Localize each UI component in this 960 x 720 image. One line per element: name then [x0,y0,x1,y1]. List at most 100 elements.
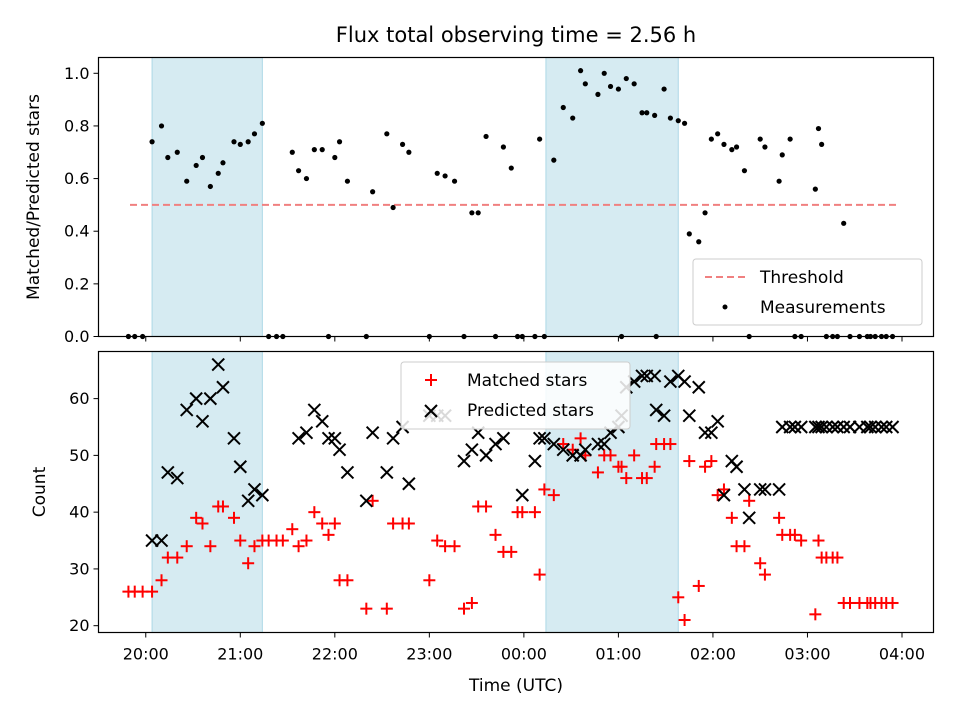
measurement-point [251,131,258,137]
measurement-point [762,144,768,150]
measurement-point [289,149,295,155]
predicted-point [315,414,329,429]
measurements-legend-label: Measurements [760,298,886,318]
predicted-point [825,420,840,434]
matched-point [620,472,633,485]
measurement-point [158,123,165,129]
measurement-point [384,131,390,137]
measurement-point [715,131,721,137]
measurement-point [623,75,629,82]
predicted-legend-swatch [424,404,438,418]
matched-point [316,517,329,530]
measurement-point [779,152,785,158]
matched-point [328,517,341,530]
matched-point [640,472,653,485]
measurement-point [370,189,376,195]
matched-point [360,602,373,615]
x-tick-label: 03:00 [784,645,830,664]
measurement-point [319,147,325,153]
matched-point [615,460,628,473]
measurements-legend-swatch [722,304,728,310]
matched-point [574,432,587,445]
matched-point [743,494,756,507]
matched-point [648,460,661,473]
matched-point [738,540,751,553]
matched-point [672,591,685,604]
predicted-point [794,420,808,434]
measurement-point [537,136,543,142]
measurement-point [508,165,514,171]
measurement-point [607,83,614,90]
measurement-point [149,139,155,145]
x-tick-label: 23:00 [406,645,452,664]
predicted-point [597,437,611,451]
measurement-point [733,144,740,150]
matched-point [788,528,801,541]
predicted-point [698,425,712,440]
measurement-point [231,139,237,145]
matched-point [286,523,299,536]
x-axis-label: Time (UTC) [468,676,563,696]
y-tick-label: 0.6 [64,169,89,188]
predicted-point [758,482,772,497]
x-tick-label: 20:00 [123,645,169,664]
matched-point [591,466,604,479]
matched-point [664,438,677,451]
predicted-point [742,511,756,525]
matched-point [754,557,767,570]
matched-point [227,511,240,524]
matched-point [557,438,570,451]
predicted-point [402,477,416,491]
measurement-point [639,110,645,116]
measurement-point [174,149,180,155]
measurement-point [708,136,714,142]
measurement-point [702,210,708,216]
matched-point [831,551,844,564]
measurement-point [207,183,213,190]
measurement-point [215,170,221,176]
measurement-point [332,154,338,161]
matched-point [155,574,168,587]
matched-point [678,614,691,627]
y-tick-label: 40 [69,503,89,522]
predicted-point [299,425,314,440]
predicted-point [677,374,692,389]
predicted-point [753,482,767,497]
predicted-point [479,448,493,463]
x-tick-label: 21:00 [217,645,263,664]
matched-point [248,540,261,553]
predicted-point [321,431,336,446]
predicted-point [359,494,374,508]
measurement-point [661,86,667,92]
matched-point [480,500,493,513]
matched-point [795,534,808,547]
measurement-point [442,173,448,179]
matched-point [725,511,738,524]
predicted-point [365,425,380,440]
measurement-point [729,147,735,153]
predicted-point [836,420,851,434]
predicted-point [515,488,530,502]
predicted-point [874,420,889,434]
x-tick-label: 00:00 [501,645,547,664]
matched-point [628,449,641,462]
predicted-point [657,408,671,423]
shaded-interval [545,57,679,337]
count-panel-frame [97,350,935,634]
predicted-point [233,460,247,474]
y-tick-label: 0.8 [64,116,89,135]
measurement-point [696,239,702,245]
predicted-point [488,437,503,451]
x-tick-label: 02:00 [690,645,736,664]
matched-point [717,483,730,496]
predicted-point [682,408,697,423]
matched-point [465,596,478,609]
predicted-point [247,482,262,497]
matched-point [566,443,579,456]
x-tick-label: 22:00 [312,645,358,664]
y-tick-label: 0.0 [64,327,89,346]
measurement-point [344,178,351,184]
ratio-y-axis-label: Matched/Predicted stars [24,94,44,300]
count-legend: Matched stars Predicted stars [400,361,631,430]
